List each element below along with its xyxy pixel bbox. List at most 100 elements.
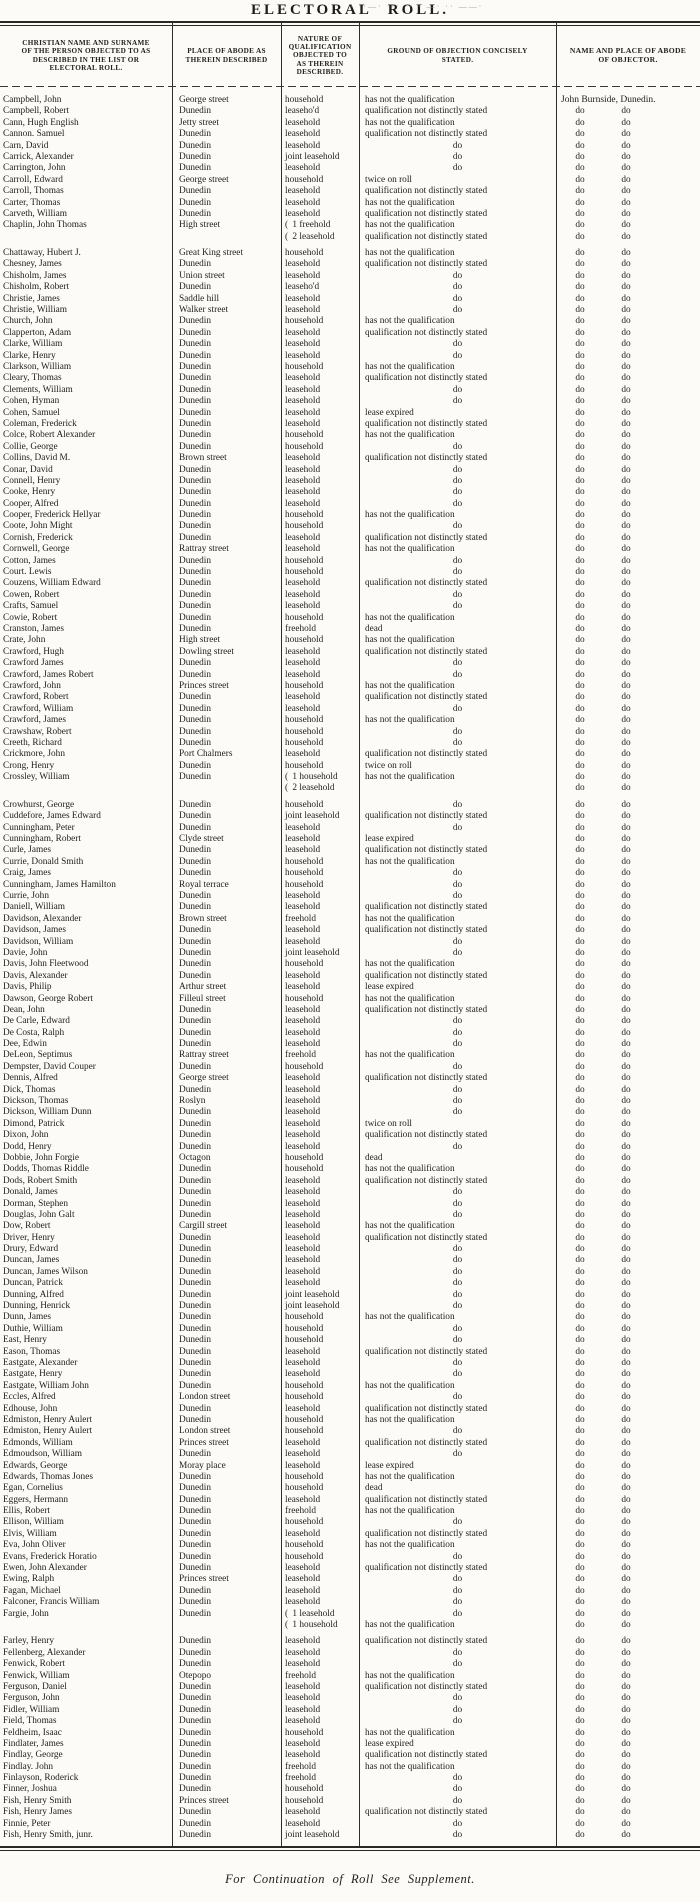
cell-abode: Dunedin bbox=[179, 1039, 212, 1050]
ground-line: do bbox=[452, 890, 463, 901]
ground-line: qualification not distinctly stated bbox=[365, 453, 488, 464]
ground-line: do bbox=[452, 658, 463, 669]
table-row: Edmoudson, William Dunedin leasehold do do do bbox=[0, 1449, 700, 1460]
ditto-mark: do bbox=[621, 1301, 631, 1312]
cell-ground: do bbox=[359, 1705, 556, 1716]
cell-objector: do do bbox=[556, 152, 700, 163]
objector-ditto-line: do do bbox=[557, 994, 700, 1005]
ground-line: do bbox=[452, 521, 463, 532]
qualification-line: leasehold bbox=[285, 293, 321, 304]
ditto-mark: do bbox=[621, 760, 631, 771]
cell-ground: do bbox=[359, 152, 556, 163]
cell-qualification: leasehold bbox=[281, 1529, 359, 1540]
table-row: Couzens, William Edward Dunedin leasehold q… bbox=[0, 578, 700, 589]
ditto-mark: do bbox=[621, 1551, 631, 1562]
ditto-mark: do bbox=[621, 1636, 631, 1647]
ditto-mark: do bbox=[575, 1164, 585, 1175]
cell-objector: do do bbox=[556, 1312, 700, 1323]
cell-abode: Dunedin bbox=[179, 822, 212, 833]
cell-objector: do do bbox=[556, 1819, 700, 1830]
cell-qualification: leasehold bbox=[281, 533, 359, 544]
cell-qualification: freehold bbox=[281, 1762, 359, 1773]
cell-abode: Dunedin bbox=[179, 1716, 212, 1727]
cell-qualification: leasehold bbox=[281, 1563, 359, 1574]
cell-objector: do do bbox=[556, 1586, 700, 1597]
qualification-line: leasehold bbox=[285, 117, 321, 128]
ditto-mark: do bbox=[575, 1380, 585, 1391]
cell-qualification: household bbox=[281, 430, 359, 441]
cell-name: Davidson, William bbox=[3, 936, 74, 947]
cell-qualification: leasehold bbox=[281, 590, 359, 601]
cell-objector: do do bbox=[556, 1762, 700, 1773]
cell-qualification: leasehold bbox=[281, 186, 359, 197]
ground-line: do bbox=[452, 567, 463, 578]
ground-line: twice on roll bbox=[365, 1118, 412, 1129]
ground-line: do bbox=[452, 1693, 463, 1704]
ditto-mark: do bbox=[575, 1773, 585, 1784]
cell-qualification: household bbox=[281, 95, 359, 106]
objector-ditto-line: do do bbox=[557, 487, 700, 498]
qualification-line: leasehold bbox=[285, 601, 321, 612]
cell-objector: do do bbox=[556, 106, 700, 117]
cell-qualification: joint leasehold bbox=[281, 948, 359, 959]
cell-ground: lease expired bbox=[359, 408, 556, 419]
cell-qualification: leasehold bbox=[281, 1586, 359, 1597]
cell-objector: do do bbox=[556, 811, 700, 822]
ditto-mark: do bbox=[621, 430, 631, 441]
cell-name: Dempster, David Couper bbox=[3, 1061, 96, 1072]
cell-name: Edhouse, John bbox=[3, 1403, 58, 1414]
qualification-line: leasehold bbox=[285, 1209, 321, 1220]
qualification-line: leaseho'd bbox=[285, 282, 320, 293]
ditto-mark: do bbox=[575, 259, 585, 270]
qualification-line: ( 1 freehold bbox=[285, 220, 331, 231]
cell-name: Church, John bbox=[3, 316, 53, 327]
table-row: Christie, William Walker street leasehold d… bbox=[0, 305, 700, 316]
table-row: Carveth, William Dunedin leasehold qualific… bbox=[0, 209, 700, 220]
cell-abode: Dunedin bbox=[179, 868, 212, 879]
qualification-line: household bbox=[285, 1312, 324, 1323]
ditto-mark: do bbox=[575, 1693, 585, 1704]
ditto-mark: do bbox=[575, 1209, 585, 1220]
cell-ground: has not the qualification bbox=[359, 1381, 556, 1392]
cell-objector: do do bbox=[556, 704, 700, 715]
ditto-mark: do bbox=[575, 913, 585, 924]
ground-line: do bbox=[452, 1084, 463, 1095]
ditto-mark: do bbox=[621, 822, 631, 833]
cell-qualification: leasehold bbox=[281, 163, 359, 174]
cell-qualification: leasehold bbox=[281, 1199, 359, 1210]
ditto-mark: do bbox=[621, 1221, 631, 1232]
cell-name: Clarke, Henry bbox=[3, 350, 56, 361]
cell-ground: has not the qualification bbox=[359, 1415, 556, 1426]
cell-objector: do do bbox=[556, 1028, 700, 1039]
ditto-mark: do bbox=[575, 749, 585, 760]
table-row: Cohen, Hyman Dunedin leasehold do do do bbox=[0, 396, 700, 407]
ditto-mark: do bbox=[575, 1073, 585, 1084]
cell-abode: Dunedin bbox=[179, 186, 212, 197]
cell-name: Duncan, Patrick bbox=[3, 1278, 63, 1289]
table-row: Fenwick, William Otepopo freehold has not t… bbox=[0, 1671, 700, 1682]
cell-ground: twice on roll bbox=[359, 175, 556, 186]
ditto-mark: do bbox=[621, 982, 631, 993]
ditto-mark: do bbox=[575, 1727, 585, 1738]
qualification-line: ( 1 leasehold bbox=[285, 1608, 335, 1619]
cell-objector: do do bbox=[556, 948, 700, 959]
cell-objector: do do bbox=[556, 1290, 700, 1301]
cell-abode: Dunedin bbox=[179, 578, 212, 589]
table-row: Dodd, Henry Dunedin leasehold do do do bbox=[0, 1142, 700, 1153]
ditto-mark: do bbox=[575, 1392, 585, 1403]
cell-ground: qualification not distinctly stated bbox=[359, 1347, 556, 1358]
qualification-line: household bbox=[285, 1426, 324, 1437]
cell-name: Douglas, John Galt bbox=[3, 1209, 75, 1220]
table-row: Crowhurst, George Dunedin household do do do bbox=[0, 800, 700, 811]
qualification-line: household bbox=[285, 726, 324, 737]
objector-ditto-line: do do bbox=[557, 1483, 700, 1494]
ground-line: qualification not distinctly stated bbox=[365, 1403, 488, 1414]
cell-ground: do bbox=[359, 1096, 556, 1107]
cell-objector: do do bbox=[556, 1636, 700, 1647]
cell-abode: Dunedin bbox=[179, 1346, 212, 1357]
cell-abode: High street bbox=[179, 635, 221, 646]
objector-ditto-line: do do bbox=[557, 959, 700, 970]
ditto-mark: do bbox=[575, 174, 585, 185]
ground-line: do bbox=[452, 1784, 463, 1795]
cell-name: Feldheim, Isaac bbox=[3, 1727, 62, 1738]
